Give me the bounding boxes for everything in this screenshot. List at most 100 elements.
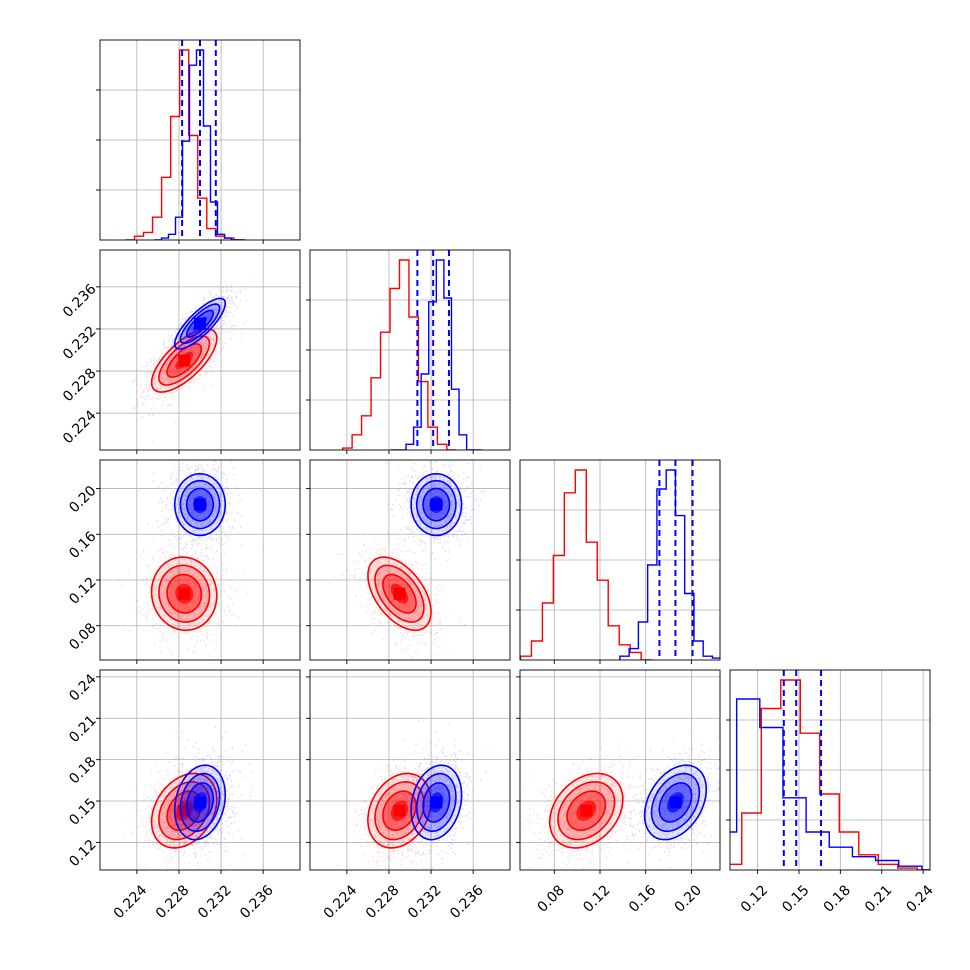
y-tick-label: 0.236 bbox=[60, 281, 100, 321]
y-tick-label: 0.228 bbox=[60, 365, 100, 405]
contour-line-1 bbox=[185, 782, 215, 823]
density-peak-0 bbox=[178, 354, 191, 367]
scatter-panel-1-2 bbox=[306, 459, 511, 664]
y-tick-label: 0.12 bbox=[66, 837, 99, 870]
y-tick-label: 0.18 bbox=[66, 754, 99, 787]
panel-frame bbox=[99, 249, 301, 451]
y-tick-label: 0.16 bbox=[66, 529, 99, 562]
x-tick-label: 0.18 bbox=[821, 882, 854, 915]
contour-line-0 bbox=[374, 780, 425, 841]
density-peak-0 bbox=[393, 804, 406, 817]
x-tick-label: 0.16 bbox=[626, 882, 659, 915]
contour-line-1 bbox=[650, 772, 701, 833]
contour-line-0 bbox=[382, 790, 417, 832]
contour-line-0 bbox=[158, 335, 211, 386]
scatter-panel-0-3: 0.12 0.15 0.18 0.21 0.24 0.224 0.228 0.232 0.236 bbox=[66, 669, 301, 922]
histogram-panel-0 bbox=[96, 39, 301, 244]
scatter-points-0 bbox=[123, 729, 251, 868]
x-tick-label: 0.228 bbox=[153, 882, 193, 922]
density-peak-1 bbox=[194, 317, 206, 330]
contour-line-1 bbox=[410, 472, 463, 537]
y-tick-label: 0.08 bbox=[66, 620, 99, 653]
x-tick-label: 0.232 bbox=[405, 882, 445, 922]
contour-line-0 bbox=[367, 772, 432, 849]
contour-line-0 bbox=[158, 780, 211, 841]
scatter-cloud-0 bbox=[123, 729, 251, 868]
panel-frame bbox=[99, 459, 301, 661]
contour-line-1 bbox=[422, 487, 451, 522]
histogram-panel-3: 0.12 0.15 0.18 0.21 0.24 bbox=[726, 669, 937, 916]
contour-line-1 bbox=[185, 309, 215, 338]
histogram-panel-2 bbox=[516, 459, 721, 664]
scatter-points-1 bbox=[385, 460, 485, 575]
scatter-cloud-1 bbox=[147, 460, 243, 574]
contour-line-1 bbox=[173, 472, 227, 537]
contour-line-1 bbox=[658, 782, 693, 823]
x-tick-label: 0.236 bbox=[237, 882, 277, 922]
x-tick-label: 0.20 bbox=[672, 882, 705, 915]
x-tick-label: 0.224 bbox=[321, 882, 361, 922]
panel-frame bbox=[519, 669, 721, 871]
contour-line-0 bbox=[150, 328, 218, 393]
contour-line-1 bbox=[179, 479, 221, 530]
contour-line-0 bbox=[374, 564, 425, 623]
scatter-points-1 bbox=[386, 720, 489, 870]
scatter-points-0 bbox=[118, 528, 260, 660]
histogram-series-1 bbox=[154, 49, 246, 240]
density-peak-1 bbox=[430, 498, 443, 511]
panel-frame bbox=[99, 669, 301, 871]
scatter-panel-0-2: 0.08 0.12 0.16 0.20 bbox=[66, 459, 301, 664]
contour-line-1 bbox=[185, 487, 215, 522]
y-tick-label: 0.20 bbox=[66, 483, 99, 516]
x-tick-label: 0.236 bbox=[447, 882, 487, 922]
x-tick-label: 0.232 bbox=[195, 882, 235, 922]
scatter-panel-1-3: 0.224 0.228 0.232 0.236 bbox=[306, 669, 511, 922]
y-tick-label: 0.12 bbox=[66, 574, 99, 607]
contour-line-1 bbox=[173, 764, 227, 841]
histogram-series-0 bbox=[125, 49, 243, 240]
density-peak-1 bbox=[669, 796, 682, 809]
y-tick-label: 0.21 bbox=[66, 713, 99, 746]
density-peak-0 bbox=[393, 587, 406, 600]
histogram-series-1 bbox=[390, 259, 482, 450]
scatter-points-1 bbox=[149, 279, 252, 386]
panel-frame bbox=[309, 669, 511, 871]
contour-line-0 bbox=[158, 564, 211, 623]
contour-line-1 bbox=[415, 479, 457, 530]
x-tick-label: 0.08 bbox=[535, 882, 568, 915]
x-tick-label: 0.15 bbox=[779, 882, 812, 915]
contour-line-0 bbox=[382, 573, 417, 614]
contour-line-0 bbox=[367, 556, 432, 632]
density-peak-1 bbox=[194, 796, 206, 809]
scatter-cloud-0 bbox=[118, 528, 260, 660]
contour-line-0 bbox=[166, 573, 203, 614]
contour-line-1 bbox=[173, 297, 227, 350]
histogram-series-0 bbox=[341, 259, 457, 450]
histogram-series-0 bbox=[520, 469, 653, 660]
contour-line-0 bbox=[150, 772, 218, 849]
contour-line-0 bbox=[548, 772, 624, 849]
density-peak-1 bbox=[194, 498, 206, 511]
contour-line-1 bbox=[179, 303, 221, 345]
contour-line-1 bbox=[415, 772, 457, 833]
density-peak-0 bbox=[580, 804, 593, 817]
scatter-points-1 bbox=[147, 460, 243, 574]
contour-line-0 bbox=[566, 790, 607, 831]
contour-line-1 bbox=[422, 782, 451, 823]
scatter-cloud-1 bbox=[385, 460, 485, 575]
contour-line-0 bbox=[150, 556, 218, 632]
contour-line-1 bbox=[410, 764, 463, 841]
histogram-series-1 bbox=[730, 698, 930, 870]
x-tick-label: 0.224 bbox=[111, 882, 151, 922]
contour-line-0 bbox=[557, 781, 616, 841]
histogram-series-0 bbox=[730, 679, 930, 870]
histogram-panel-1 bbox=[306, 249, 511, 454]
density-peak-1 bbox=[430, 796, 443, 809]
y-tick-label: 0.24 bbox=[66, 671, 99, 704]
y-tick-label: 0.15 bbox=[66, 795, 99, 828]
x-tick-label: 0.228 bbox=[363, 882, 403, 922]
contour-line-1 bbox=[179, 772, 221, 833]
contour-line-1 bbox=[643, 764, 708, 841]
